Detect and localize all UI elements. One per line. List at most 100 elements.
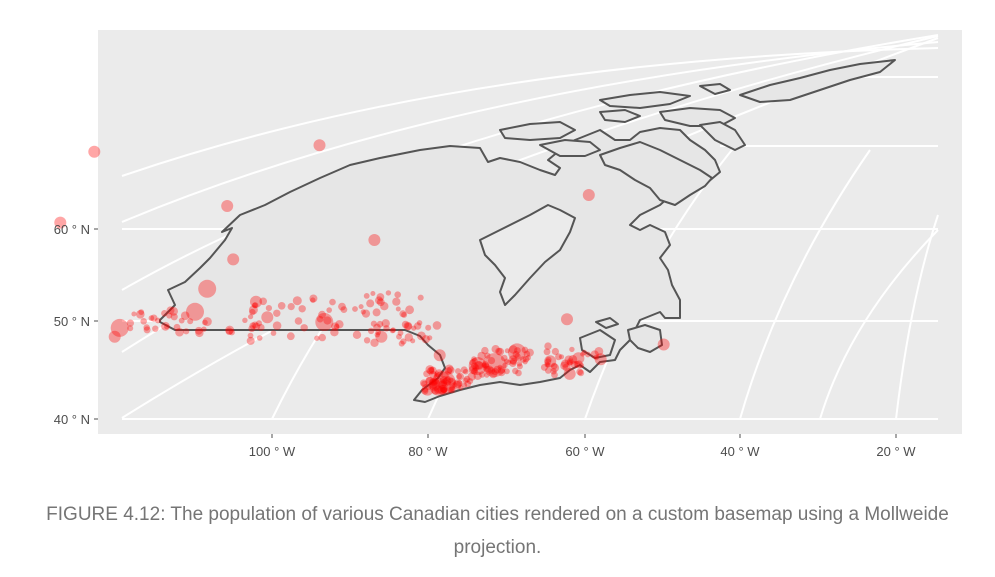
city-point [504, 358, 510, 364]
city-point [545, 367, 552, 374]
city-point [421, 387, 429, 395]
city-point [521, 346, 529, 354]
city-point [481, 346, 489, 355]
arctic-island-2 [599, 91, 691, 109]
x-tick-label-20w: 20 ° W [876, 444, 916, 459]
city-point [590, 350, 599, 359]
city-point [198, 279, 217, 298]
city-point [427, 335, 433, 341]
city-point [437, 385, 447, 394]
city-point [161, 321, 170, 331]
city-point [458, 385, 464, 391]
y-tick-label-60n: 60 ° N [54, 222, 90, 237]
city-point [423, 370, 430, 378]
city-point [482, 353, 507, 378]
city-point [449, 385, 456, 392]
city-point [127, 325, 134, 332]
city-point [429, 377, 448, 396]
city-point [509, 357, 518, 365]
city-point [497, 364, 503, 370]
meridian-40w [739, 149, 871, 420]
city-point [431, 370, 456, 395]
city-point [361, 309, 371, 318]
city-point [572, 352, 585, 365]
city-point [487, 357, 496, 365]
city-point [504, 348, 510, 354]
city-point [444, 364, 454, 374]
city-point [373, 323, 381, 332]
city-point [525, 355, 531, 361]
city-point [161, 310, 168, 317]
city-point [447, 386, 454, 393]
city-point [256, 335, 263, 341]
city-point [370, 320, 377, 327]
city-point [310, 297, 316, 303]
city-point [515, 369, 522, 377]
city-point [360, 309, 366, 315]
city-point [551, 347, 560, 356]
city-point [487, 367, 496, 375]
meridian-extra-1 [819, 229, 939, 420]
city-point [525, 348, 534, 357]
city-point [396, 333, 402, 340]
city-point [434, 369, 444, 378]
city-point [584, 351, 591, 358]
city-point [287, 303, 295, 311]
city-point [414, 322, 422, 330]
city-point [460, 366, 468, 374]
city-point [88, 145, 101, 158]
city-point [309, 294, 318, 303]
city-point [657, 338, 670, 351]
city-point [411, 325, 417, 331]
city-point [440, 386, 448, 394]
city-point [464, 380, 472, 388]
city-point [248, 305, 258, 315]
city-point [561, 313, 573, 326]
city-point [467, 378, 474, 385]
city-point [143, 324, 150, 331]
city-point [431, 377, 439, 385]
city-point [247, 332, 254, 339]
city-point [429, 371, 437, 379]
city-point [252, 302, 258, 309]
city-point [400, 338, 407, 345]
city-point [333, 323, 340, 330]
city-point [569, 346, 575, 353]
city-point [451, 382, 458, 388]
city-point [439, 376, 448, 384]
city-point [421, 383, 434, 396]
city-point [249, 308, 256, 316]
city-point [368, 234, 381, 246]
city-point [474, 361, 483, 370]
city-point [180, 311, 190, 321]
city-point [256, 320, 262, 327]
city-point [175, 327, 184, 337]
city-point [545, 362, 551, 368]
city-point [580, 351, 586, 357]
city-point [594, 347, 604, 356]
city-point [434, 371, 441, 377]
city-point [471, 362, 478, 370]
city-point [444, 367, 453, 375]
city-point [544, 358, 552, 366]
city-point [242, 317, 248, 323]
city-point [442, 378, 449, 385]
city-point [576, 368, 584, 376]
city-point [300, 324, 308, 332]
arctic-island-5 [599, 109, 641, 123]
newfoundland [627, 324, 663, 353]
city-point [331, 322, 340, 331]
city-point [277, 302, 286, 310]
city-point [246, 336, 255, 345]
x-tick-label-100w: 100 ° W [249, 444, 296, 459]
city-point [330, 328, 339, 337]
city-points [54, 139, 670, 396]
y-tick-label-40n: 40 ° N [54, 412, 90, 427]
city-point [545, 356, 552, 363]
city-point [544, 342, 552, 350]
city-point [560, 361, 569, 370]
city-point [509, 359, 517, 367]
city-point [376, 298, 385, 307]
city-point [313, 139, 326, 152]
city-point [493, 365, 502, 374]
